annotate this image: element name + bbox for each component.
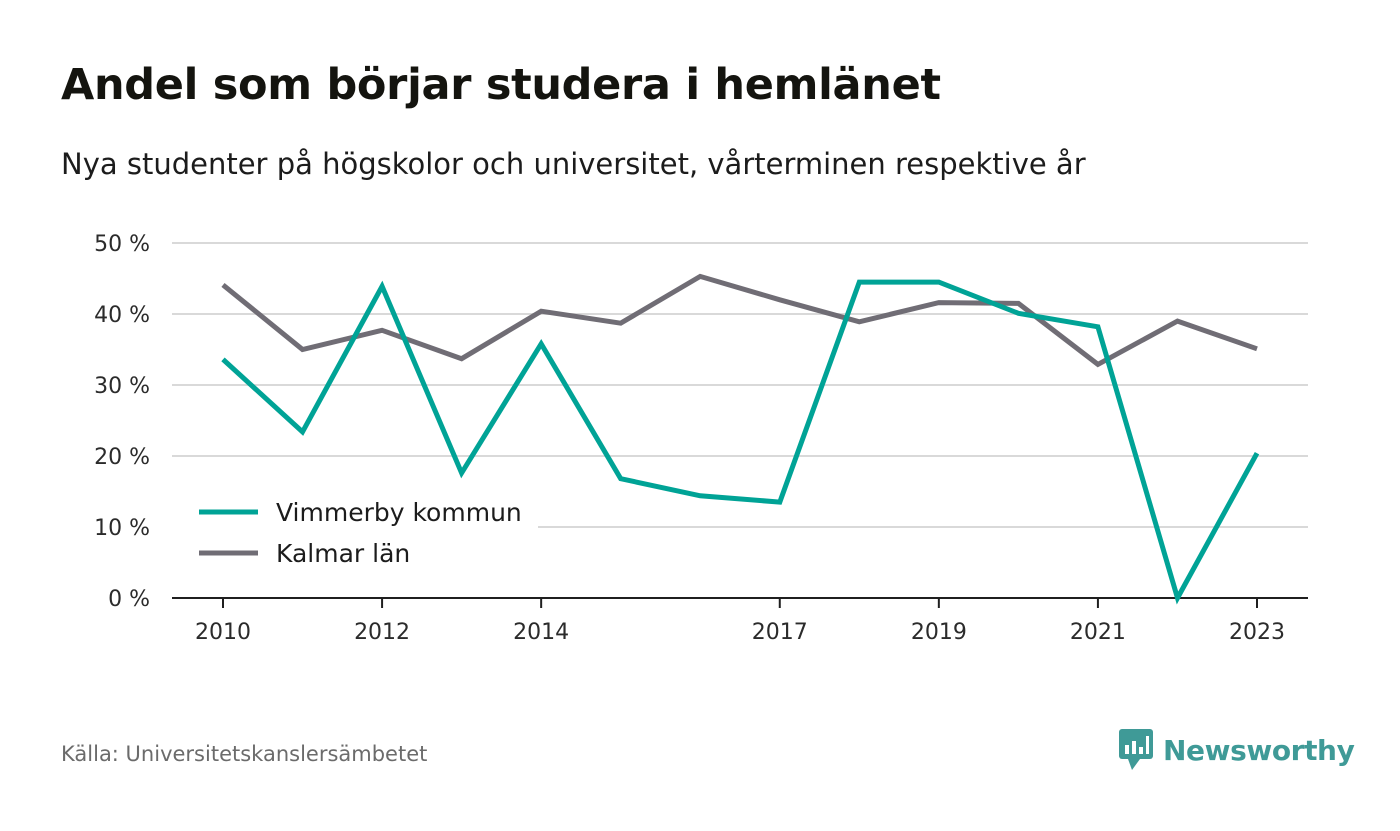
line-chart: 0 % 10 % 20 % 30 % 40 % 50 % 2010 2012 2014 2017…	[94, 232, 1308, 645]
chart-title: Andel som börjar studera i hemlänet	[61, 60, 941, 110]
x-tick-label: 2014	[513, 620, 569, 645]
x-tick-label: 2012	[354, 620, 410, 645]
x-tick-label: 2017	[752, 620, 808, 645]
legend-label: Vimmerby kommun	[276, 498, 522, 527]
series-line-1	[221, 273, 1258, 368]
y-tick-label: 30 %	[94, 374, 150, 399]
brand-name: Newsworthy	[1163, 733, 1355, 767]
source-note: Källa: Universitetskanslersämbetet	[61, 742, 428, 766]
legend: Vimmerby kommun Kalmar län	[168, 490, 538, 578]
y-tick-label: 10 %	[94, 516, 150, 541]
x-tick-label: 2010	[195, 620, 251, 645]
y-axis-ticks: 0 % 10 % 20 % 30 % 40 % 50 %	[94, 232, 150, 612]
x-tick-label: 2021	[1070, 620, 1126, 645]
newsworthy-logo-icon	[1119, 729, 1153, 770]
series-lines	[221, 273, 1260, 605]
y-tick-label: 0 %	[108, 587, 150, 612]
legend-background	[168, 490, 538, 578]
chart-subtitle: Nya studenter på högskolor och universit…	[61, 147, 1086, 181]
brand-logo: Newsworthy	[1118, 728, 1355, 772]
y-tick-label: 40 %	[94, 303, 150, 328]
legend-label: Kalmar län	[276, 539, 410, 568]
y-tick-label: 20 %	[94, 445, 150, 470]
series-line-0	[221, 279, 1260, 605]
y-tick-label: 50 %	[94, 232, 150, 257]
x-tick-label: 2019	[911, 620, 967, 645]
x-tick-label: 2023	[1229, 620, 1285, 645]
x-axis: 2010 2012 2014 2017 2019 2021 2023	[172, 597, 1308, 645]
